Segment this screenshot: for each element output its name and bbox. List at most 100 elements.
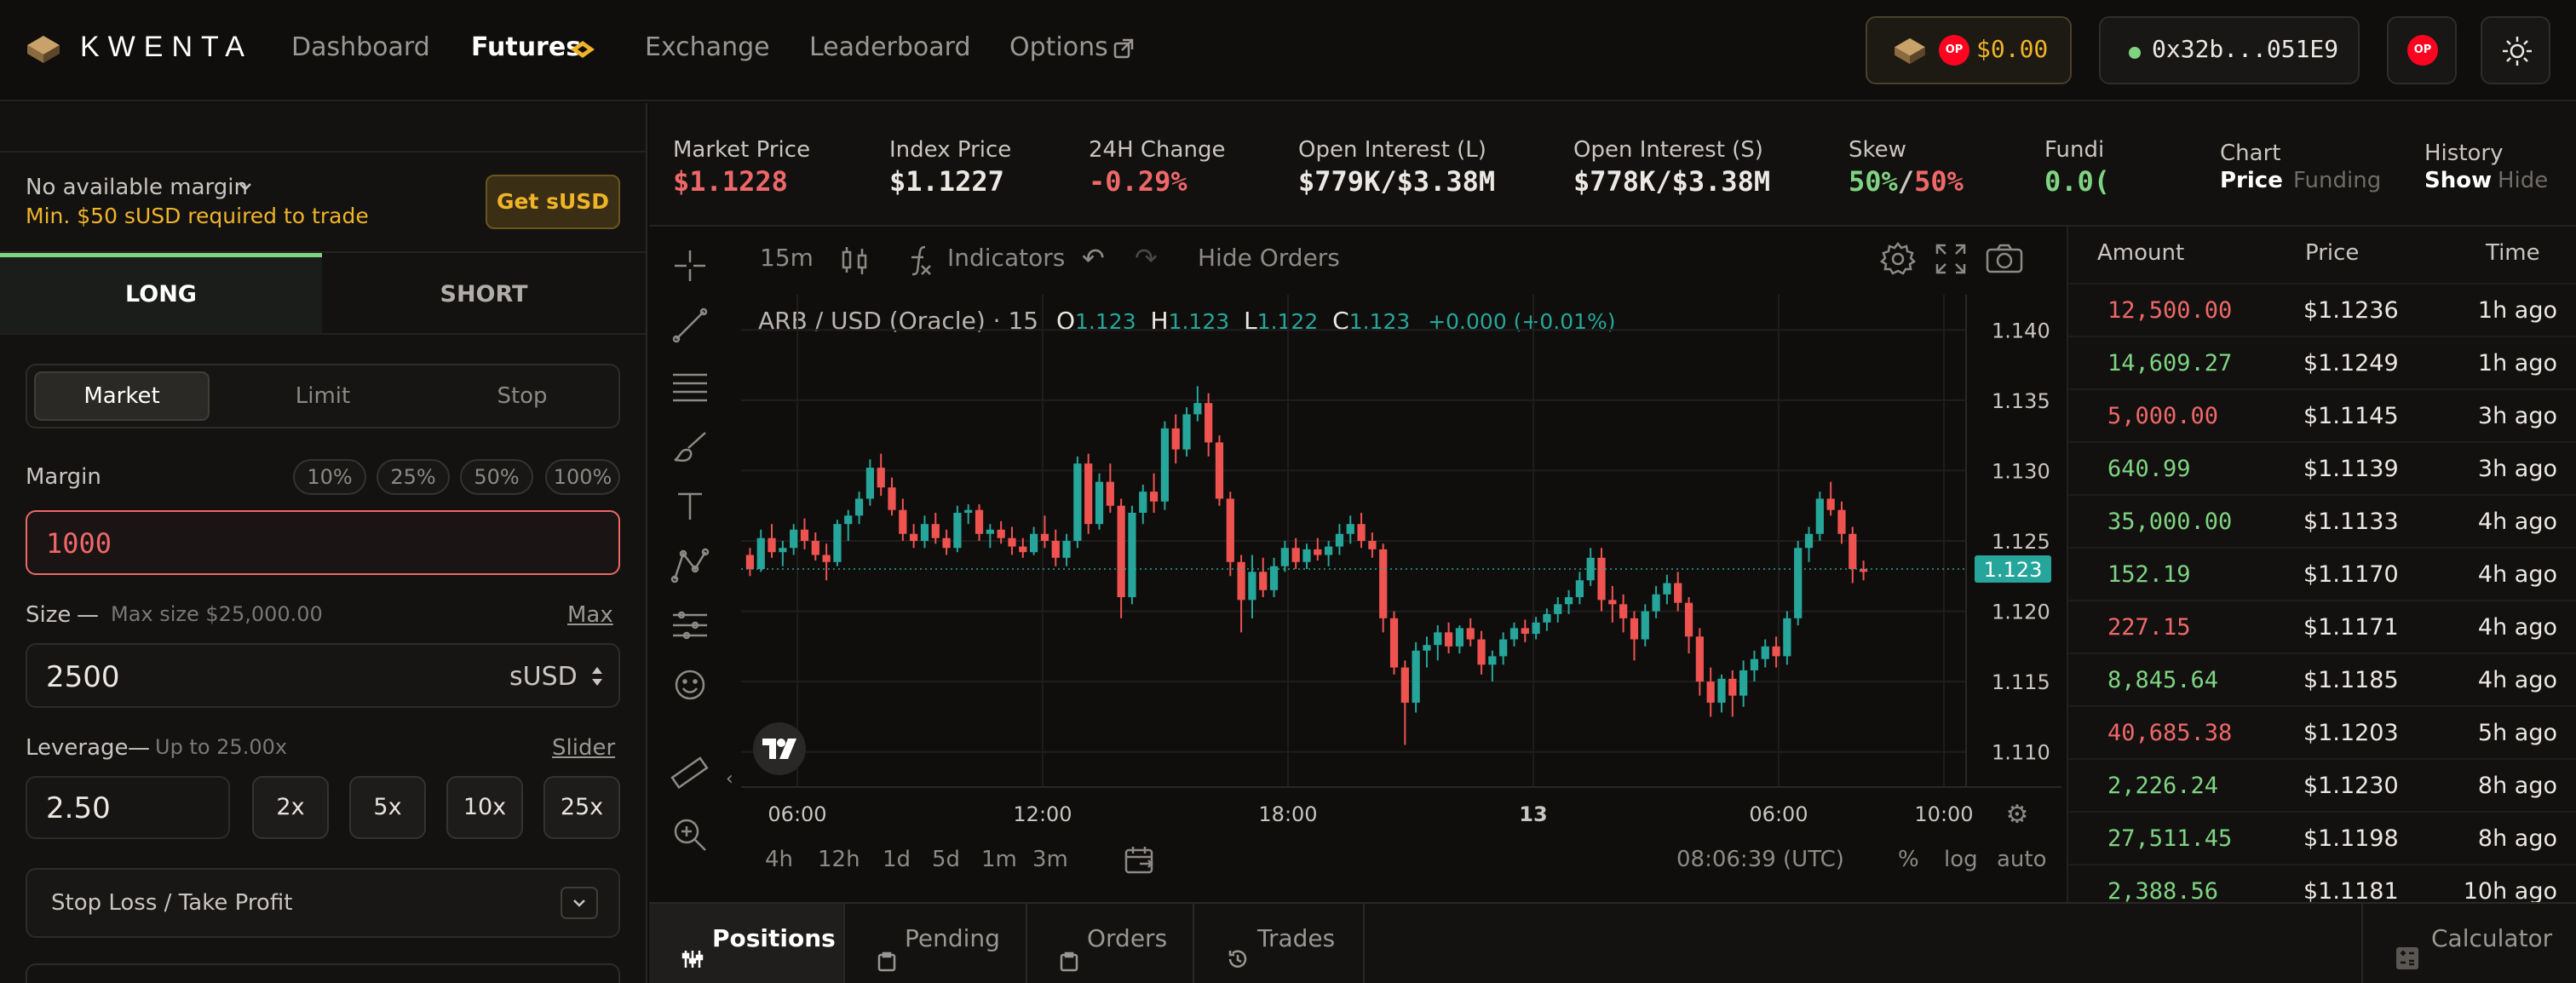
trendline-tool-icon[interactable] — [670, 305, 710, 349]
auto-scale-toggle[interactable]: auto — [1997, 847, 2047, 872]
interval-selector[interactable]: 15m — [760, 244, 814, 272]
nav-dashboard[interactable]: Dashboard — [291, 32, 430, 62]
order-type-limit[interactable]: Limit — [295, 383, 351, 409]
percent-25[interactable]: 25% — [377, 459, 450, 495]
wallet-button[interactable]: 0x32b...051E9 — [2099, 16, 2360, 84]
optimism-icon: OP — [1939, 35, 1969, 66]
pattern-tool-icon[interactable] — [670, 545, 710, 589]
slider-link[interactable]: Slider — [552, 735, 616, 761]
range-4h[interactable]: 4h — [765, 847, 794, 872]
chart-funding-option[interactable]: Funding — [2293, 168, 2382, 193]
unit-toggle-icon[interactable] — [591, 664, 603, 693]
size-unit-selector[interactable]: sUSD — [509, 662, 578, 692]
candle-body — [1193, 403, 1202, 415]
redo-icon[interactable]: ↷ — [1135, 242, 1158, 274]
range-1m[interactable]: 1m — [981, 847, 1017, 872]
trade-row[interactable]: 227.15 $1.1171 4h ago — [2068, 600, 2576, 652]
nav-exchange[interactable]: Exchange — [645, 32, 770, 62]
percent-100[interactable]: 100% — [545, 459, 620, 495]
emoji-tool-icon[interactable] — [670, 664, 710, 709]
hide-orders-button[interactable]: Hide Orders — [1198, 244, 1340, 272]
trade-row[interactable]: 14,609.27 $1.1249 1h ago — [2068, 336, 2576, 388]
trade-time: 1h ago — [2477, 350, 2557, 377]
trade-row[interactable]: 640.99 $1.1139 3h ago — [2068, 441, 2576, 494]
candle-type-icon[interactable] — [840, 244, 869, 281]
nav-options[interactable]: Options — [1009, 32, 1108, 62]
indicators-icon[interactable] — [906, 242, 935, 279]
nav-leaderboard[interactable]: Leaderboard — [809, 32, 971, 62]
leverage-10x[interactable]: 10x — [446, 776, 523, 839]
trade-row[interactable]: 40,685.38 $1.1203 5h ago — [2068, 705, 2576, 758]
trade-row[interactable]: 152.19 $1.1170 4h ago — [2068, 547, 2576, 600]
short-tab[interactable]: SHORT — [322, 253, 646, 335]
balance-button[interactable]: OP $0.00 — [1866, 16, 2072, 84]
logo-wordmark[interactable]: KWENTA — [80, 31, 253, 63]
long-tab[interactable]: LONG — [0, 253, 322, 335]
tab-trades[interactable]: Trades — [1194, 904, 1365, 983]
kwenta-logo-icon[interactable] — [26, 34, 61, 65]
candle-body — [1379, 549, 1388, 618]
zoom-in-icon[interactable] — [670, 814, 710, 859]
crosshair-tool-icon[interactable] — [670, 245, 710, 290]
trade-row[interactable]: 5,000.00 $1.1145 3h ago — [2068, 388, 2576, 441]
trade-row[interactable]: 2,226.24 $1.1230 8h ago — [2068, 758, 2576, 811]
theme-toggle-button[interactable] — [2481, 16, 2550, 84]
undo-icon[interactable]: ↶ — [1082, 242, 1105, 274]
range-3m[interactable]: 3m — [1032, 847, 1068, 872]
camera-icon[interactable] — [1985, 242, 2024, 279]
prediction-tool-icon[interactable] — [670, 605, 710, 649]
chevron-down-icon[interactable] — [237, 178, 254, 198]
candle-body — [1215, 442, 1224, 499]
utc-clock[interactable]: 08:06:39 (UTC) — [1676, 847, 1844, 872]
margin-input[interactable]: 1000 — [26, 510, 620, 575]
trade-row[interactable]: 35,000.00 $1.1133 4h ago — [2068, 494, 2576, 547]
order-type-market[interactable]: Market — [34, 371, 210, 421]
history-hide-option[interactable]: Hide — [2498, 168, 2549, 193]
leverage-2x[interactable]: 2x — [252, 776, 329, 839]
margin-status[interactable]: No available margin — [26, 175, 248, 200]
nav-futures[interactable]: Futures — [471, 32, 582, 62]
chart-price-option[interactable]: Price — [2220, 168, 2283, 193]
fib-tool-icon[interactable] — [670, 366, 710, 411]
log-scale-toggle[interactable]: log — [1944, 847, 1978, 872]
axis-settings-icon[interactable]: ⚙ — [2006, 800, 2029, 823]
brush-tool-icon[interactable] — [670, 426, 710, 470]
calculator-button[interactable]: Calculator — [2361, 904, 2576, 983]
size-input[interactable]: 2500 sUSD — [26, 643, 620, 708]
ruler-tool-icon[interactable] — [670, 753, 710, 797]
tradingview-logo[interactable] — [753, 722, 806, 775]
collapse-toolbar-icon[interactable]: ‹ — [726, 768, 733, 790]
tab-positions[interactable]: Positions — [649, 904, 845, 983]
date-range-icon[interactable] — [1123, 845, 1157, 879]
percent-10[interactable]: 10% — [293, 459, 366, 495]
candle-body — [953, 512, 962, 549]
trade-row[interactable]: 27,511.45 $1.1198 8h ago — [2068, 811, 2576, 864]
order-type-stop[interactable]: Stop — [497, 383, 548, 409]
candlestick-plot[interactable]: 1.140 1.135 1.130 1.125 1.120 1.115 1.110 06:00… — [741, 295, 2061, 823]
leverage-5x[interactable]: 5x — [349, 776, 426, 839]
sltp-section[interactable]: Stop Loss / Take Profit — [26, 868, 620, 938]
settings-gear-icon[interactable] — [1879, 240, 1917, 281]
range-1d[interactable]: 1d — [883, 847, 911, 872]
candle-body — [1794, 548, 1803, 618]
chevron-down-icon[interactable] — [561, 887, 598, 919]
trade-row[interactable]: 2,388.56 $1.1181 10h ago — [2068, 864, 2576, 902]
leverage-25x[interactable]: 25x — [543, 776, 620, 839]
tab-pending[interactable]: Pending — [845, 904, 1027, 983]
percent-50[interactable]: 50% — [460, 459, 533, 495]
percent-scale-toggle[interactable]: % — [1898, 847, 1919, 872]
history-show-option[interactable]: Show — [2424, 168, 2493, 193]
tab-orders[interactable]: Orders — [1027, 904, 1194, 983]
trade-row[interactable]: 8,845.64 $1.1185 4h ago — [2068, 652, 2576, 705]
trade-row[interactable]: 12,500.00 $1.1236 1h ago — [2068, 283, 2576, 336]
price-chart[interactable]: ‹ 15m Indicators ↶ ↷ Hide Orders ARB / U… — [649, 227, 2065, 902]
range-5d[interactable]: 5d — [932, 847, 961, 872]
network-button[interactable]: OP — [2387, 16, 2457, 84]
max-link[interactable]: Max — [567, 602, 613, 628]
text-tool-icon[interactable] — [670, 486, 710, 530]
get-susd-button[interactable]: Get sUSD — [486, 175, 620, 229]
range-12h[interactable]: 12h — [818, 847, 860, 872]
indicators-button[interactable]: Indicators — [947, 244, 1066, 272]
leverage-input[interactable]: 2.50 — [26, 776, 230, 839]
fullscreen-icon[interactable] — [1934, 242, 1968, 279]
